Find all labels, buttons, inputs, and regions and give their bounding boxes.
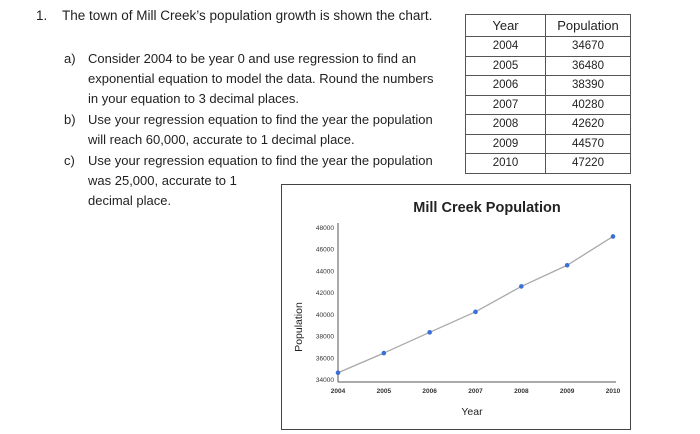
table-cell-population: 40280 [545,94,631,115]
part-a-line: in your equation to 3 decimal places. [88,91,300,106]
table-cell-population: 42620 [545,114,631,135]
table-cell-year: 2008 [465,114,546,135]
part-c-line: Use your regression equation to find the… [88,153,433,168]
table-row: 2009 44570 [465,133,631,154]
part-a-line: exponential equation to model the data. … [88,71,434,86]
table-cell-year: 2006 [465,75,546,96]
population-chart: Mill Creek Population Population Year 34… [293,200,621,418]
table-row: 2008 42620 [465,114,631,135]
y-tick-label: 38000 [316,334,334,341]
table-row: 2004 34670 [465,36,631,57]
part-c-line: decimal place. [88,193,172,208]
x-axis-label: Year [461,406,483,418]
data-point [519,284,524,289]
y-tick-label: 46000 [316,247,334,254]
y-tick-label: 40000 [316,312,334,319]
table-cell-year: 2009 [465,133,546,154]
y-axis-label: Population [293,302,305,352]
x-tick-label: 2009 [560,388,575,395]
series-line [337,235,614,374]
x-ticks: 2004 2005 2006 2007 2008 2009 2010 [331,388,621,395]
table-cell-population: 47220 [545,153,631,174]
part-b-line: Use your regression equation to find the… [88,112,433,127]
y-tick-label: 36000 [316,355,334,362]
table-cell-year: 2005 [465,55,546,76]
part-a-line: Consider 2004 to be year 0 and use regre… [88,51,417,66]
x-tick-label: 2004 [331,388,346,395]
question-number: 1. [36,8,48,23]
table-cell-population: 36480 [545,55,631,76]
table-row: 2005 36480 [465,55,631,76]
table-cell-population: 34670 [545,36,631,57]
population-table: Year Population 2004 34670 2005 36480 20… [465,14,631,174]
x-tick-label: 2010 [606,388,621,395]
data-points [335,234,616,376]
x-tick-label: 2008 [514,388,529,395]
x-tick-label: 2007 [468,388,483,395]
table-cell-year: 2007 [465,94,546,115]
chart-title: Mill Creek Population [413,200,560,216]
x-tick-label: 2006 [422,388,437,395]
part-b-line: will reach 60,000, accurate to 1 decimal… [88,132,355,147]
data-point [381,350,387,356]
table-header-row: Year Population [465,14,631,37]
table-header-population: Population [545,14,631,37]
part-a-text: Consider 2004 to be year 0 and use regre… [88,49,433,109]
part-c-line: was 25,000, accurate to 1 [88,173,237,188]
data-point [427,330,432,335]
table-cell-population: 44570 [545,133,631,154]
data-point [473,309,478,315]
table-row: 2007 40280 [465,94,631,115]
table-row: 2006 38390 [465,75,631,96]
table-row: 2010 47220 [465,153,631,174]
table-cell-year: 2010 [465,153,546,174]
part-b-text: Use your regression equation to find the… [88,110,433,150]
part-c-label: c) [64,153,75,168]
question-heading: The town of Mill Creek’s population grow… [62,8,433,23]
data-point [610,234,616,239]
part-c-text: Use your regression equation to find the… [88,151,433,211]
y-tick-label: 34000 [316,377,334,384]
table-header-year: Year [465,14,546,37]
data-point [564,262,570,268]
y-ticks: 34000 36000 38000 40000 42000 44000 46000 48000 [316,225,334,384]
y-tick-label: 42000 [316,290,334,297]
chart-frame: Mill Creek Population Population Year 34… [281,184,631,430]
x-tick-label: 2005 [377,388,392,395]
y-tick-label: 48000 [316,225,334,232]
part-a-label: a) [64,51,76,66]
y-tick-label: 44000 [316,268,334,275]
table-cell-year: 2004 [465,36,546,57]
table-cell-population: 38390 [545,75,631,96]
part-b-label: b) [64,112,76,127]
data-point [335,370,341,376]
